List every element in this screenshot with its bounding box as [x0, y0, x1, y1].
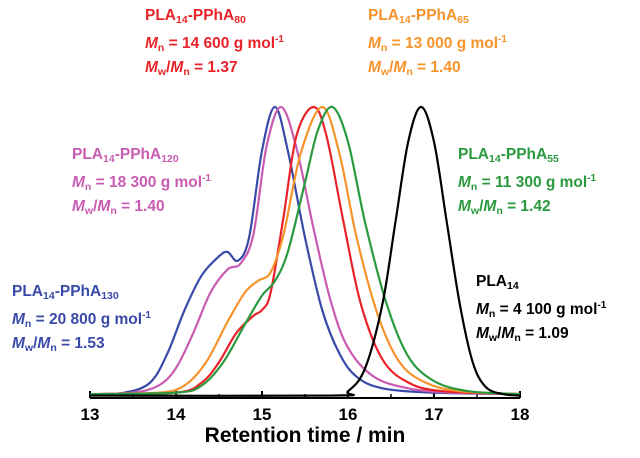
- x-axis-title: Retention time / min: [204, 424, 406, 447]
- label-pla14-ppha65: PLA14-PPhA65 Mn = 13 000 g mol-1 Mw/Mn =…: [368, 7, 507, 79]
- series-curve-pla14-ppha130: [89, 105, 521, 396]
- series-curve-pla14-ppha65: [89, 105, 521, 396]
- series-curve-pla14-ppha80: [89, 105, 521, 396]
- label-pla14-ppha55: PLA14-PPhA55 Mn = 11 300 g mol-1 Mw/Mn =…: [458, 146, 597, 218]
- label-pla14-ppha120: PLA14-PPhA120 Mn = 18 300 g mol-1 Mw/Mn …: [72, 146, 211, 218]
- x-tick-label: 14: [167, 405, 186, 424]
- label-pla14: PLA14 Mn = 4 100 g mol-1 Mw/Mn = 1.09: [476, 273, 607, 345]
- x-tick-label: 16: [339, 405, 358, 424]
- x-tick-label: 17: [425, 405, 444, 424]
- series-curve-pla14-ppha55: [89, 105, 521, 396]
- x-tick-label: 18: [511, 405, 530, 424]
- x-tick-label: 13: [81, 405, 100, 424]
- label-pla14-ppha80: PLA14-PPhA80 Mn = 14 600 g mol-1 Mw/Mn =…: [145, 7, 284, 79]
- x-tick-label: 15: [253, 405, 272, 424]
- label-pla14-ppha130: PLA14-PPhA130 Mn = 20 800 g mol-1 Mw/Mn …: [12, 283, 151, 355]
- chromatogram-curves: [89, 105, 521, 397]
- series-curve-pla14: [89, 105, 521, 397]
- series-curve-pla14-ppha120: [89, 105, 521, 396]
